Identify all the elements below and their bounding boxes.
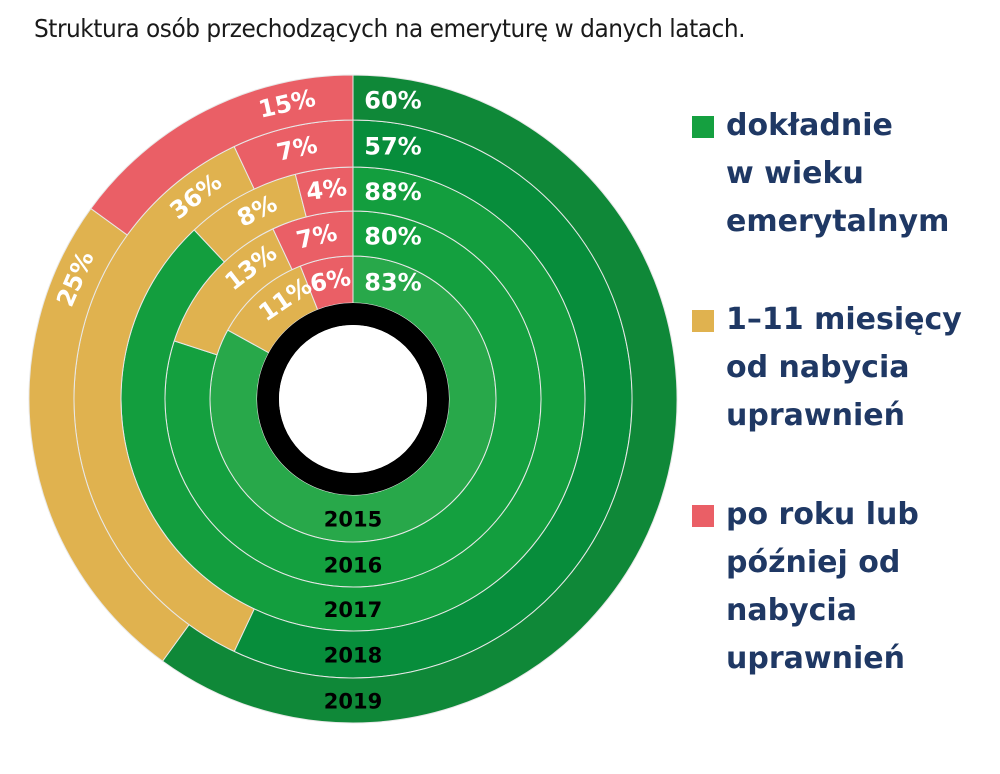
data-label-2017-after-year: 4%	[305, 173, 349, 206]
legend-line: od nabycia	[726, 350, 910, 385]
data-label-2017-on-time: 88%	[364, 178, 421, 206]
legend-item-1-11-months: 1–11 miesięcy od nabycia uprawnień	[692, 302, 986, 440]
chart-title: Struktura osób przechodzących na emerytu…	[34, 14, 746, 43]
legend-line: nabycia	[726, 593, 857, 628]
legend-swatch-red	[692, 505, 714, 527]
legend-label: po roku lub później od nabycia uprawnień	[726, 491, 986, 683]
legend-line: w wieku	[726, 156, 864, 191]
legend-line: emerytalnym	[726, 204, 950, 239]
data-label-2019-on-time: 60%	[364, 87, 421, 115]
legend-line: dokładnie	[726, 108, 893, 143]
year-label-2016: 2016	[324, 554, 382, 578]
legend-line: 1–11 miesięcy	[726, 302, 962, 337]
data-label-2016-on-time: 80%	[364, 223, 421, 251]
center-hole	[279, 325, 427, 473]
year-label-2017: 2017	[324, 598, 382, 622]
legend-label: dokładnie w wieku emerytalnym	[726, 102, 986, 246]
year-label-2015: 2015	[324, 508, 382, 532]
year-label-2019: 2019	[324, 690, 382, 714]
ring-2019-segment-after-year	[90, 74, 354, 236]
year-label-2018: 2018	[324, 644, 382, 668]
legend-item-after-year: po roku lub później od nabycia uprawnień	[692, 497, 986, 683]
data-label-2015-on-time: 83%	[364, 269, 421, 297]
center-ring	[257, 303, 449, 495]
legend-line: uprawnień	[726, 641, 905, 676]
legend-line: po roku lub	[726, 497, 919, 532]
legend-item-on-time: dokładnie w wieku emerytalnym	[692, 108, 986, 246]
data-label-2018-on-time: 57%	[364, 133, 421, 161]
legend-label: 1–11 miesięcy od nabycia uprawnień	[726, 296, 986, 440]
legend-line: uprawnień	[726, 398, 905, 433]
legend-swatch-green	[692, 116, 714, 138]
legend-swatch-yellow	[692, 310, 714, 332]
legend-line: później od	[726, 545, 901, 580]
ring-2019-segment-on-time	[161, 74, 678, 724]
